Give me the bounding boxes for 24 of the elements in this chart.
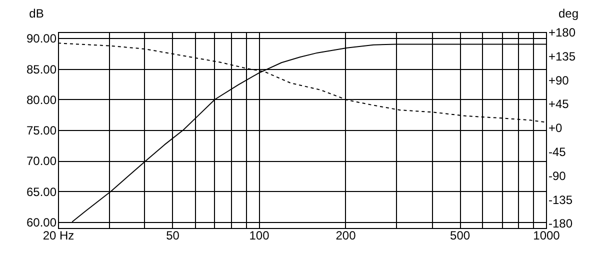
x-tick-label: 500 bbox=[450, 228, 470, 242]
y2-tick-label: +90 bbox=[548, 73, 570, 88]
y-axis-title: dB bbox=[29, 6, 44, 20]
x-tick-label: 20 Hz bbox=[42, 228, 74, 242]
y2-tick-label: +135 bbox=[548, 49, 576, 64]
x-tick-label: 100 bbox=[249, 228, 270, 242]
y2-tick-label: +180 bbox=[548, 26, 576, 40]
x-tick-label: 50 bbox=[166, 228, 180, 242]
y2-tick-label: -90 bbox=[548, 168, 566, 183]
y2-tick-label: -180 bbox=[548, 216, 573, 231]
y2-tick-label: -45 bbox=[548, 145, 566, 160]
y-tick-label: 70.00 bbox=[26, 154, 57, 168]
y-tick-label: 90.00 bbox=[26, 32, 57, 46]
x-tick-label: 200 bbox=[336, 228, 356, 242]
x-tick-label: 1000 bbox=[533, 228, 560, 242]
y2-tick-label: +45 bbox=[548, 97, 570, 112]
y2-tick-label: -135 bbox=[548, 192, 573, 207]
y-tick-label: 85.00 bbox=[26, 62, 57, 76]
y-tick-label: 65.00 bbox=[26, 184, 57, 199]
y2-tick-label: +0 bbox=[548, 121, 563, 136]
y-tick-label: 60.00 bbox=[26, 215, 57, 230]
y-tick-label: 75.00 bbox=[26, 124, 57, 138]
y2-axis-title: deg bbox=[558, 6, 579, 20]
y-tick-label: 80.00 bbox=[26, 92, 57, 107]
